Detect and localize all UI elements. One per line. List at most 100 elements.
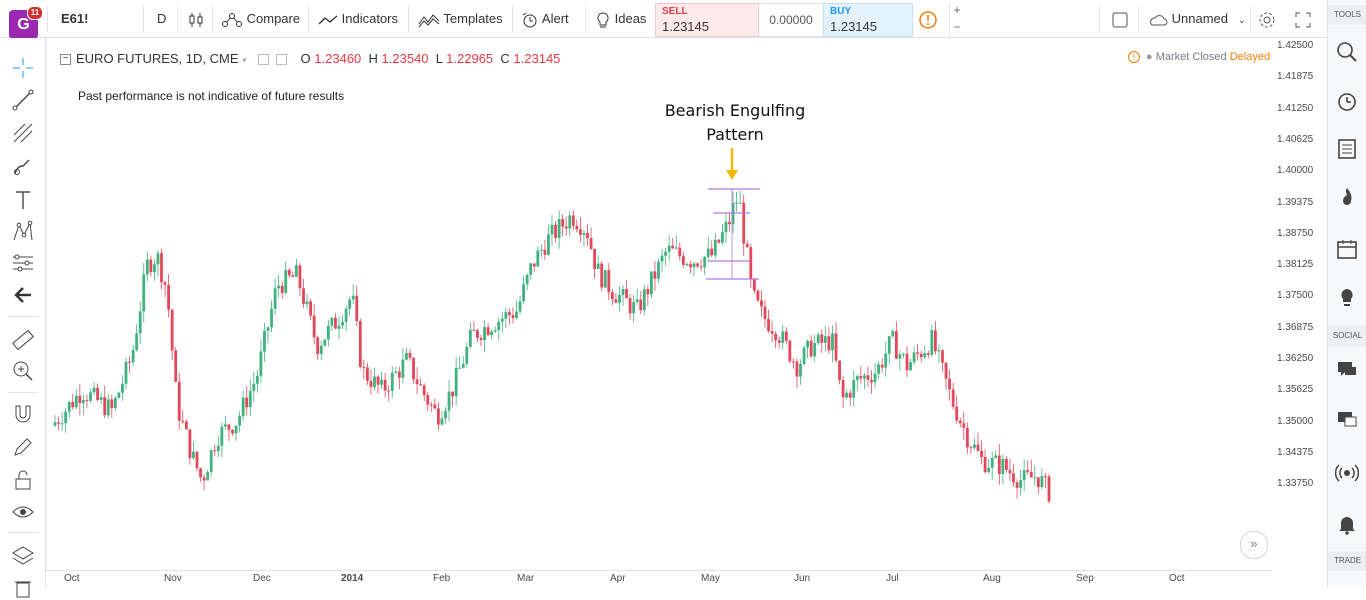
price-label: 1.40625 <box>1277 133 1314 145</box>
candle-body <box>344 308 348 322</box>
candle-body <box>816 334 820 344</box>
interval-button[interactable]: D <box>157 11 167 26</box>
trash-icon[interactable] <box>11 576 35 600</box>
pattern-icon[interactable] <box>11 220 35 244</box>
fullscreen-toggle[interactable] <box>1112 0 1128 38</box>
visibility-icon[interactable] <box>258 54 270 66</box>
expand-button[interactable] <box>1294 0 1312 38</box>
candle-body <box>845 392 849 398</box>
pencil-lock-icon[interactable] <box>11 435 35 459</box>
symbol-title[interactable]: EURO FUTURES, 1D, CME <box>76 51 239 66</box>
candle-body <box>295 265 298 277</box>
price-axis[interactable]: 1.42500 1.41875 1.41250 1.40625 1.40000 1.393… <box>1272 38 1327 570</box>
candle-body <box>305 301 309 305</box>
candle-body <box>245 397 249 408</box>
collapse-icon[interactable]: − <box>60 54 71 66</box>
app-logo[interactable]: G 11 <box>9 6 43 39</box>
indicators-label: Indicators <box>341 11 398 26</box>
warning-icon[interactable]: ! <box>1128 51 1140 64</box>
candle-body <box>220 426 224 446</box>
candle-body <box>131 349 135 363</box>
trend-line-icon[interactable] <box>11 88 35 112</box>
divider <box>8 532 38 533</box>
candle-body <box>366 367 369 381</box>
crosshair-icon[interactable] <box>11 56 35 80</box>
candle-body <box>674 247 678 249</box>
candle-body <box>607 270 611 293</box>
eye-icon[interactable] <box>11 500 35 524</box>
bell-icon[interactable] <box>1335 512 1359 536</box>
broadcast-icon[interactable] <box>1335 461 1359 485</box>
candle-body <box>752 279 756 291</box>
search-icon[interactable] <box>1335 40 1359 64</box>
alarm-clock-icon[interactable] <box>1335 89 1359 113</box>
sell-button[interactable]: SELL 1.23145 <box>655 3 759 37</box>
candle-body <box>1015 482 1019 488</box>
candle-body <box>646 289 650 295</box>
chevron-down-icon[interactable]: ▾ <box>242 55 247 65</box>
time-label: Oct <box>1169 573 1185 584</box>
candle-body <box>362 367 366 369</box>
lightbulb-icon[interactable] <box>1335 286 1359 310</box>
candle-body <box>92 387 96 393</box>
chat-icon[interactable] <box>1335 358 1359 382</box>
unlock-icon[interactable] <box>11 468 35 492</box>
candle-body <box>749 247 753 280</box>
candle-body <box>412 357 415 380</box>
arrow-left-icon[interactable] <box>11 283 35 307</box>
candle-body <box>586 232 589 239</box>
buy-button[interactable]: BUY 1.23145 <box>823 3 913 37</box>
candle-body <box>259 351 263 376</box>
candle-body <box>298 265 302 289</box>
layout-menu[interactable]: Unnamed ⌄ <box>1148 0 1246 38</box>
compare-button[interactable]: Compare <box>221 0 300 38</box>
prediction-icon[interactable] <box>11 251 35 275</box>
candle-body <box>341 321 344 326</box>
candle-body <box>213 450 217 452</box>
price-chart[interactable] <box>46 38 1272 570</box>
templates-button[interactable]: Templates <box>418 0 503 38</box>
settings-button[interactable] <box>1257 0 1277 38</box>
candle-body <box>184 421 188 430</box>
open-value: 1.23460 <box>314 51 362 66</box>
candle-body <box>1047 476 1051 502</box>
chart-style-button[interactable] <box>187 0 207 38</box>
quantity-stepper[interactable]: + − <box>949 3 964 37</box>
settings-icon[interactable] <box>275 54 287 66</box>
candle-body <box>728 221 731 225</box>
calendar-icon[interactable] <box>1335 237 1359 261</box>
candle-body <box>316 337 320 354</box>
ideas-stream-icon[interactable] <box>1335 408 1359 432</box>
pattern-annotation[interactable]: Bearish Engulfing Pattern <box>650 99 820 147</box>
fire-icon[interactable] <box>1335 186 1359 210</box>
alert-button[interactable]: Alert <box>521 0 569 38</box>
candle-body <box>848 392 852 398</box>
price-label: 1.36875 <box>1277 321 1314 333</box>
brush-icon[interactable] <box>11 154 35 178</box>
text-icon[interactable] <box>11 188 35 212</box>
candle-body <box>1033 477 1037 479</box>
ruler-icon[interactable] <box>11 328 35 352</box>
candle-body <box>156 253 160 265</box>
layers-icon[interactable] <box>11 544 35 568</box>
candle-body <box>351 295 355 300</box>
scroll-to-realtime-button[interactable]: » <box>1240 531 1268 559</box>
candle-body <box>309 301 312 316</box>
candle-body <box>355 295 359 322</box>
time-axis[interactable]: Oct Nov Dec 2014 Feb Mar Apr May Jun Jul Aug Sep Oct <box>46 570 1272 588</box>
plus-icon[interactable]: + <box>953 3 961 17</box>
candle-body <box>685 264 689 266</box>
magnet-icon[interactable] <box>11 402 35 426</box>
warning-button[interactable] <box>918 0 938 38</box>
list-icon[interactable] <box>1335 137 1359 161</box>
fib-tool-icon[interactable] <box>11 121 35 145</box>
symbol-search[interactable]: E61! <box>61 11 89 26</box>
minus-icon[interactable]: − <box>953 20 961 34</box>
candle-body <box>121 383 124 393</box>
ideas-button[interactable]: Ideas <box>595 0 646 38</box>
zoom-in-icon[interactable] <box>11 359 35 383</box>
indicators-button[interactable]: Indicators <box>318 0 398 38</box>
price-label: 1.41875 <box>1277 71 1314 83</box>
candle-body <box>1012 473 1015 483</box>
candle-body <box>934 330 937 352</box>
